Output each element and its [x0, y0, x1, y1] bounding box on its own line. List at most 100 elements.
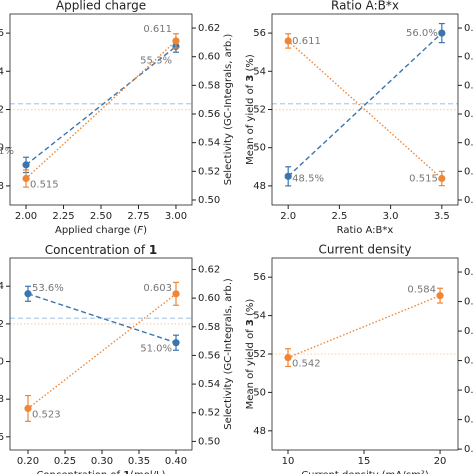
plot-frame	[271, 257, 459, 451]
x-tick-label: 0.35	[128, 456, 150, 467]
y2-tick-label: 0.50	[198, 195, 220, 206]
y2-tick-label: 0.58	[198, 322, 220, 333]
y-axis-label-part: 3	[245, 319, 256, 326]
y2-tick-label: 0.48	[464, 444, 474, 455]
y-axis-label-part: (%)	[245, 54, 256, 75]
value-label: 0.542	[292, 359, 321, 370]
y-tick-label: 48	[0, 181, 4, 192]
x-tick-label: 2.75	[127, 211, 149, 222]
value-label: 0.523	[32, 409, 61, 420]
series-line	[25, 40, 177, 180]
point	[436, 292, 444, 300]
panel-title-part: 1	[149, 243, 157, 257]
y-tick-label: 46	[0, 432, 4, 443]
x-axis-label-part: Concentration of	[36, 470, 123, 474]
series-line	[287, 294, 441, 359]
x-axis-label-part: Current density (mA/cm²)	[301, 470, 429, 474]
y2-tick-label: 0.62	[198, 23, 220, 34]
y-tick-label: 56	[253, 272, 266, 283]
value-label: 51.0%	[140, 344, 172, 355]
y-tick-label: 56	[253, 28, 266, 39]
value-label: 49.1%	[0, 146, 14, 157]
value-label: 0.584	[407, 285, 436, 296]
x-axis-label: Current density (mA/cm²)	[301, 470, 429, 474]
y2-tick-label: 0.54	[464, 138, 474, 149]
y2-tick-label: 0.60	[464, 267, 474, 278]
y2-tick-label: 0.60	[464, 52, 474, 63]
plot-frame	[271, 13, 459, 206]
point	[284, 172, 292, 180]
y2-tick-label: 0.52	[198, 408, 220, 419]
x-tick-label: 0.40	[165, 456, 187, 467]
y2-tick-label: 0.52	[464, 166, 474, 177]
point	[284, 37, 292, 45]
y2-tick-label: 0.50	[464, 195, 474, 206]
x-tick-label: 3.00	[165, 211, 187, 222]
y2-axis-label: Selectivity (GC-Integrals, arb.)	[223, 278, 234, 430]
x-tick-label: 2.5	[331, 211, 347, 222]
y-axis-label-part: Mean of yield of	[245, 326, 256, 409]
x-axis-label-part: Applied charge (	[55, 225, 137, 236]
y-axis-label-part: Mean of yield of	[245, 82, 256, 165]
y2-axis-label: Selectivity (GC-Integrals, arb.)	[223, 34, 234, 186]
y-axis-label-part: 3	[245, 75, 256, 82]
y2-tick-label: 0.62	[464, 23, 474, 34]
x-axis-label: Concentration of 1(mol/L)	[36, 470, 165, 474]
y2-tick-label: 0.52	[198, 166, 220, 177]
value-label: 53.6%	[32, 283, 64, 294]
y-tick-label: 50	[0, 143, 4, 154]
y-tick-label: 48	[253, 426, 266, 437]
value-label: 55.3%	[140, 55, 172, 66]
x-axis-label: Ratio A:B*x	[337, 225, 394, 236]
point	[284, 354, 292, 362]
x-axis-label-part: (mol/L)	[130, 470, 165, 474]
y2-tick-label: 0.54	[464, 356, 474, 367]
y-tick-label: 50	[0, 357, 4, 368]
plot-frame	[9, 257, 193, 451]
x-tick-label: 0.20	[17, 456, 39, 467]
point	[438, 29, 446, 37]
y2-tick-label: 0.56	[198, 109, 220, 120]
y2-tick-label: 0.54	[198, 138, 220, 149]
x-tick-label: 2.0	[280, 211, 296, 222]
y2-tick-label: 0.58	[198, 80, 220, 91]
y2-tick-label: 0.58	[464, 297, 474, 308]
y-axis-label: Mean of yield of 3 (%)	[245, 54, 256, 165]
y-tick-label: 48	[0, 394, 4, 405]
value-label: 0.611	[143, 24, 172, 35]
panel-title: Applied charge	[56, 0, 146, 13]
y-axis-label: Mean of yield of 3 (%)	[245, 299, 256, 410]
x-tick-label: 20	[434, 456, 447, 467]
point	[24, 290, 32, 298]
y2-tick-label: 0.56	[198, 350, 220, 361]
panel-title: Concentration of 1	[45, 243, 157, 257]
x-axis-label-part: 1	[123, 470, 130, 474]
y-tick-label: 50	[253, 143, 266, 154]
y-tick-label: 52	[0, 319, 4, 330]
y2-tick-label: 0.56	[464, 109, 474, 120]
y-tick-label: 48	[253, 181, 266, 192]
y2-tick-label: 0.56	[464, 326, 474, 337]
series-line	[287, 40, 443, 180]
y-tick-label: 56	[0, 28, 4, 39]
value-label: 48.5%	[292, 173, 324, 184]
y-axis-label-part: (%)	[245, 299, 256, 320]
y2-tick-label: 0.62	[198, 264, 220, 275]
series-line	[287, 32, 443, 177]
y2-tick-label: 0.50	[464, 415, 474, 426]
point	[172, 37, 180, 45]
point	[438, 174, 446, 183]
x-tick-label: 2.50	[90, 211, 112, 222]
y-tick-label: 52	[253, 105, 266, 116]
point	[24, 404, 32, 413]
x-axis-label: Applied charge (F)	[55, 225, 147, 236]
point	[172, 290, 180, 298]
x-tick-label: 15	[358, 456, 371, 467]
y-tick-label: 54	[0, 281, 4, 292]
x-tick-label: 10	[282, 456, 295, 467]
plot-frame	[9, 13, 193, 206]
value-label: 0.603	[143, 283, 172, 294]
y-tick-label: 52	[0, 105, 4, 116]
x-tick-label: 0.25	[54, 456, 76, 467]
